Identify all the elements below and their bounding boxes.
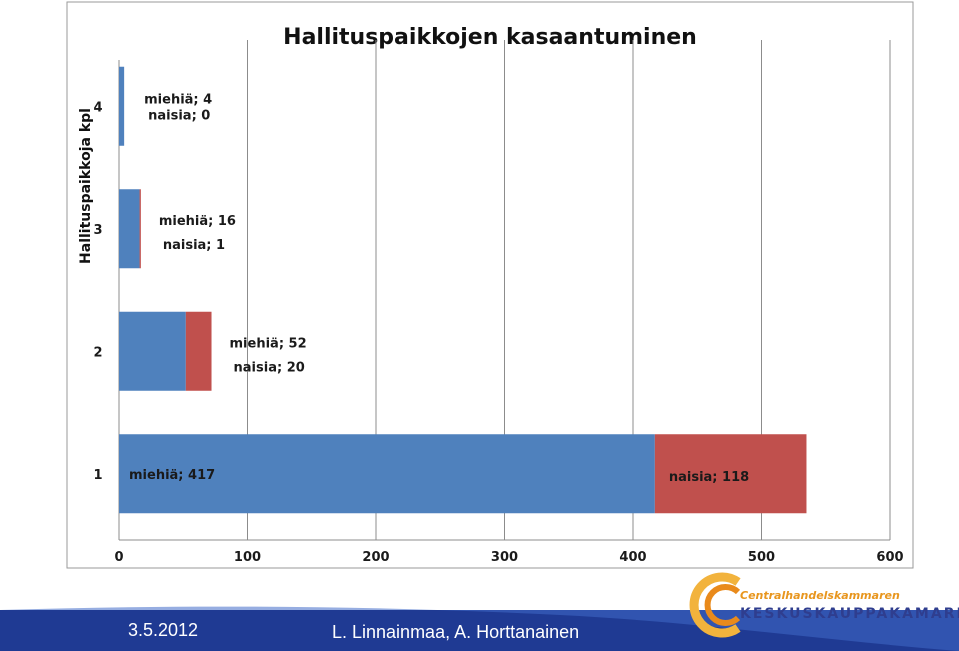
footer-date: 3.5.2012	[128, 620, 198, 640]
bar-miehi-1	[119, 434, 655, 514]
y-tick-label: 2	[93, 345, 102, 360]
logo-text-swedish: Centralhandelskammaren	[740, 589, 900, 602]
y-tick-label: 4	[93, 100, 102, 115]
x-tick-label: 0	[114, 550, 123, 565]
bar-miehi-2	[119, 311, 186, 391]
y-tick-label: 1	[93, 468, 102, 483]
y-axis-ticks: 4 3 2 1	[93, 100, 102, 483]
y-tick-label: 3	[93, 223, 102, 238]
bar-value-label: miehiä; 52	[230, 336, 307, 351]
x-axis-ticks: 0 100 200 300 400 500 600	[114, 550, 903, 565]
x-tick-label: 300	[491, 550, 518, 565]
bar-naisia-1	[654, 434, 807, 514]
bar-value-label: miehiä; 417	[129, 468, 215, 483]
logo-arc-inner	[704, 584, 741, 626]
bar-miehi-3	[119, 189, 140, 269]
bar-naisia-3	[139, 189, 141, 269]
bars	[119, 66, 807, 514]
chart-title: Hallituspaikkojen kasaantuminen	[283, 25, 697, 50]
x-tick-label: 500	[748, 550, 775, 565]
bar-miehi-4	[119, 66, 125, 146]
bar-value-label: miehiä; 4	[144, 92, 212, 107]
footer-authors: L. Linnainmaa, A. Horttanainen	[332, 622, 579, 642]
logo: Centralhandelskammaren KESKUSKAUPPAKAMAR…	[689, 572, 959, 638]
x-tick-label: 600	[876, 550, 903, 565]
x-tick-label: 400	[619, 550, 646, 565]
bar-value-label: naisia; 0	[148, 108, 210, 123]
bar-value-label: naisia; 1	[163, 238, 225, 253]
logo-arc-outer	[689, 572, 741, 638]
bar-value-label: naisia; 20	[234, 360, 305, 375]
bar-value-label: naisia; 118	[669, 470, 749, 485]
footer-wave	[0, 606, 959, 651]
bar-naisia-2	[185, 311, 212, 391]
y-axis-label: Hallituspaikkoja kpl	[78, 108, 94, 264]
logo-text-finnish: KESKUSKAUPPAKAMARI	[740, 606, 959, 622]
x-tick-label: 100	[234, 550, 261, 565]
x-tick-label: 200	[362, 550, 389, 565]
bar-value-label: miehiä; 16	[159, 214, 236, 229]
